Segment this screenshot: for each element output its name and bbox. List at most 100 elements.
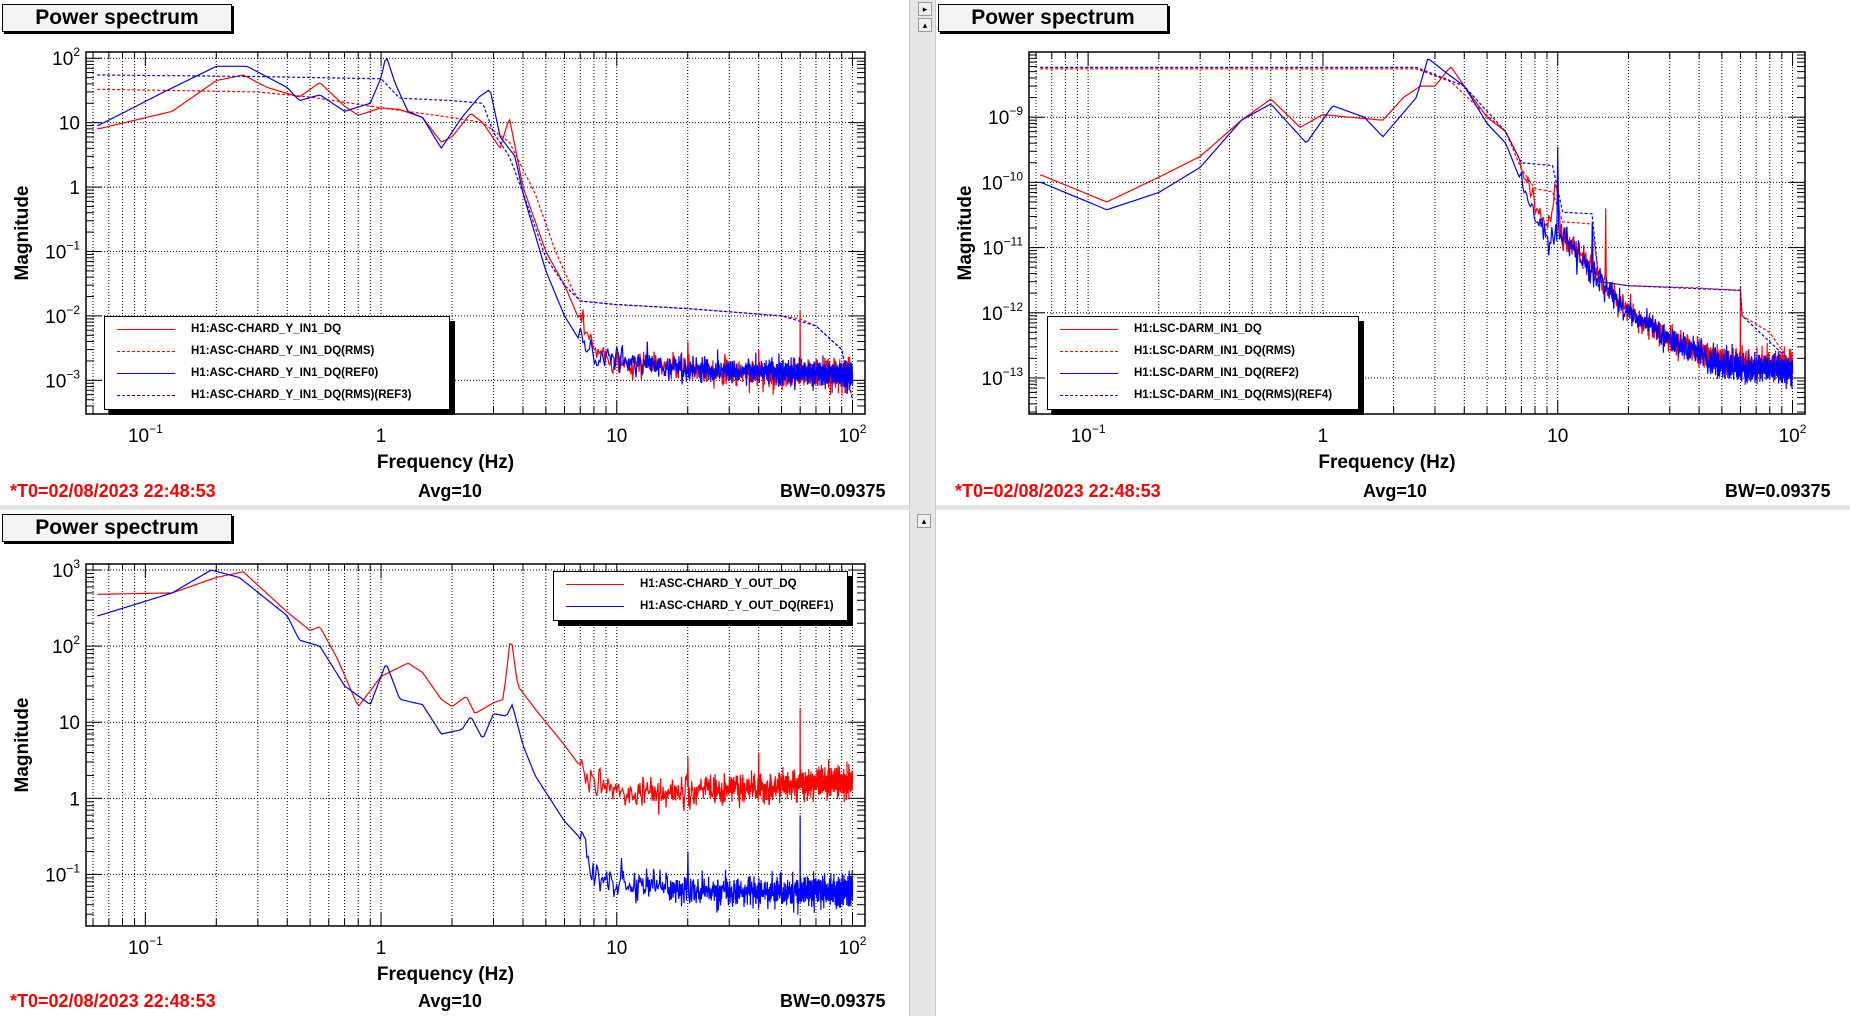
y-tick-label: 1 [69,178,80,199]
legend-swatch [1060,395,1118,396]
x-tick-label: 10−1 [128,422,163,447]
plot-title: Power spectrum [938,4,1168,32]
timestamp-label: *T0=02/08/2023 22:48:53 [10,991,216,1011]
y-tick-label: 10−1 [45,238,80,263]
y-tick-label: 10−1 [45,861,80,886]
legend-label: H1:ASC-CHARD_Y_IN1_DQ(RMS)(REF3) [191,389,412,401]
x-tick-label: 10−1 [1071,422,1106,447]
power-spectrum-chart: 10−1 1 10 10210−910−1010−1110−1210−13Freque… [955,51,1807,473]
legend-label: H1:LSC-DARM_IN1_DQ(RMS)(REF4) [1134,389,1333,401]
plot-title: Power spectrum [2,514,232,542]
legend-label: H1:LSC-DARM_IN1_DQ [1134,323,1262,335]
legend-swatch [117,395,175,396]
y-tick-label: 1 [69,789,80,810]
legend-entry: H1:LSC-DARM_IN1_DQ(RMS)(REF4) [1048,385,1358,405]
series-line-3 [97,74,854,400]
x-tick-label: 102 [839,422,867,447]
legend-entry: H1:ASC-CHARD_Y_IN1_DQ [105,319,449,339]
legend-entry: H1:LSC-DARM_IN1_DQ(RMS) [1048,341,1358,361]
legend-swatch [1060,373,1118,374]
bandwidth-label: BW=0.09375 [780,991,886,1011]
x-tick-label: 102 [839,934,867,959]
legend-swatch [117,351,175,352]
y-tick-label: 10−3 [45,367,80,392]
x-tick-label: 10 [606,426,627,447]
legend-entry: H1:LSC-DARM_IN1_DQ(REF2) [1048,363,1358,383]
legend-swatch [1060,329,1118,330]
legend-swatch [566,606,624,607]
averages-label: Avg=10 [418,991,482,1011]
series-line-1 [1040,68,1794,379]
plot-frame [85,563,866,927]
x-tick-label: 10 [1547,426,1568,447]
averages-label: Avg=10 [418,481,482,501]
averages-label: Avg=10 [1363,481,1427,501]
plot-title: Power spectrum [2,4,232,32]
y-axis-title: Magnitude [12,698,33,793]
power-spectrum-chart: 10−1 1 10 102 102 10 1 10−1 10−2 10−3 Frequency (H… [12,45,867,473]
legend: H1:ASC-CHARD_Y_IN1_DQ H1:ASC-CHARD_Y_IN1_… [104,316,450,410]
y-tick-label: 102 [52,633,80,658]
y-tick-label: 102 [52,45,80,70]
y-tick-label: 10−9 [988,104,1023,129]
series-line-1 [97,88,854,400]
series-line-0 [97,571,854,815]
plot-pad-asc-in1: Power spectrum 10−1 1 10 102 102 10 1 10−1 10−2 10… [0,0,909,505]
arrow-up-icon[interactable]: ▴ [918,18,932,32]
plot-pad-darm: Power spectrum 10−1 1 10 102 10−9 10−10 10−11 10… [936,0,1850,505]
bandwidth-label: BW=0.09375 [780,481,886,501]
x-tick-label: 1 [376,426,387,447]
y-tick-label: 10 [59,713,80,734]
legend: H1:ASC-CHARD_Y_OUT_DQ H1:ASC-CHARD_Y_OUT_… [553,571,848,621]
y-tick-label: 103 [52,557,80,582]
y-tick-label: 10−2 [45,303,80,328]
series-line-3 [1040,66,1794,379]
series-line-1 [97,569,854,915]
y-tick-label: 10 [59,114,80,135]
legend-label: H1:ASC-CHARD_Y_OUT_DQ [640,578,797,590]
series-line-2 [1040,58,1794,390]
plot-frame [1028,51,1806,415]
x-tick-label: 10−1 [128,934,163,959]
x-tick-label: 10 [606,938,627,959]
x-tick-label: 1 [376,938,387,959]
x-axis-title: Frequency (Hz) [377,964,514,985]
y-tick-label: 10−10 [982,169,1024,194]
timestamp-label: *T0=02/08/2023 22:48:53 [955,481,1161,501]
empty-plot-pad [936,510,1850,1016]
legend-entry: H1:LSC-DARM_IN1_DQ [1048,319,1358,339]
x-tick-label: 1 [1318,426,1329,447]
series-line-2 [97,57,854,394]
legend-swatch [566,584,624,585]
y-axis-title: Magnitude [955,186,976,281]
legend-entry: H1:ASC-CHARD_Y_OUT_DQ [554,574,847,594]
legend-label: H1:ASC-CHARD_Y_IN1_DQ(RMS) [191,345,375,357]
bandwidth-label: BW=0.09375 [1725,481,1831,501]
legend-label: H1:LSC-DARM_IN1_DQ(REF2) [1134,367,1299,379]
legend-entry: H1:ASC-CHARD_Y_IN1_DQ(RMS)(REF3) [105,385,449,405]
plot-frame [85,51,866,415]
x-tick-label: 102 [1779,422,1807,447]
plot-pad-asc-out: Power spectrum 10−1 1 10 102 103 102 10 1 10−1 Fre… [0,510,909,1016]
timestamp-label: *T0=02/08/2023 22:48:53 [10,481,216,501]
legend-label: H1:LSC-DARM_IN1_DQ(RMS) [1134,345,1296,357]
y-tick-label: 10−11 [982,235,1023,260]
y-tick-label: 10−13 [982,365,1024,390]
pad-divider-strip[interactable]: ▸ ▴ [909,0,936,1016]
legend-swatch [117,373,175,374]
legend-label: H1:ASC-CHARD_Y_OUT_DQ(REF1) [640,600,834,612]
legend-swatch [1060,351,1118,352]
legend-entry: H1:ASC-CHARD_Y_IN1_DQ(REF0) [105,363,449,383]
legend-label: H1:ASC-CHARD_Y_IN1_DQ(REF0) [191,367,379,379]
x-axis-title: Frequency (Hz) [377,452,514,473]
legend-swatch [117,329,175,330]
legend: H1:LSC-DARM_IN1_DQ H1:LSC-DARM_IN1_DQ(RMS… [1047,316,1359,410]
legend-entry: H1:ASC-CHARD_Y_IN1_DQ(RMS) [105,341,449,361]
arrow-right-icon[interactable]: ▸ [918,2,932,16]
x-axis-title: Frequency (Hz) [1318,452,1455,473]
legend-entry: H1:ASC-CHARD_Y_OUT_DQ(REF1) [554,596,847,616]
legend-label: H1:ASC-CHARD_Y_IN1_DQ [191,323,342,335]
y-axis-title: Magnitude [12,186,33,281]
arrow-up-icon[interactable]: ▴ [917,514,931,528]
